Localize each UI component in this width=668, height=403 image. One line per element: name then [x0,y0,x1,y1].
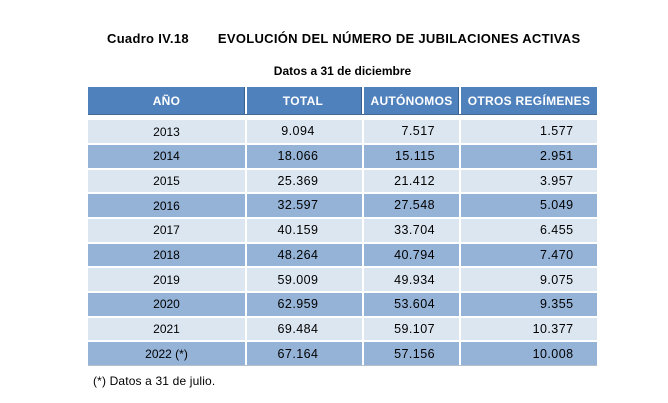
cell-otros: 2.951 [459,144,597,168]
table-row: 2015 25.369 21.412 3.957 [88,169,597,193]
column-header-otros-regimenes: OTROS REGÍMENES [459,87,597,114]
cell-autonomos: 59.107 [362,317,459,341]
table-row: 2018 48.264 40.794 7.470 [88,243,597,267]
data-table: AÑO TOTAL AUTÓNOMOS OTROS REGÍMENES 2013… [88,87,597,366]
cell-total: 25.369 [245,169,362,193]
column-header-year: AÑO [88,87,245,114]
cell-year: 2016 [88,194,245,218]
cell-autonomos: 7.517 [362,120,459,143]
cell-total: 59.009 [245,268,362,292]
cell-year: 2018 [88,243,245,267]
cell-otros: 7.470 [459,243,597,267]
cell-year: 2017 [88,219,245,242]
table-subtitle: Datos a 31 de diciembre [273,64,412,79]
column-header-autonomos: AUTÓNOMOS [362,87,459,114]
cell-otros: 1.577 [459,120,597,143]
cell-year: 2020 [88,293,245,316]
table-row: 2013 9.094 7.517 1.577 [88,120,597,143]
table-caption: Cuadro IV.18 EVOLUCIÓN DEL NÚMERO DE JUBI… [107,31,580,46]
cell-year: 2015 [88,169,245,193]
table-row: 2022 (*) 67.164 57.156 10.008 [88,342,597,366]
column-header-total: TOTAL [245,87,362,114]
table-caption-title: EVOLUCIÓN DEL NÚMERO DE JUBILACIONES ACT… [217,30,581,46]
cell-year: 2014 [88,144,245,168]
cell-year: 2013 [88,120,245,143]
cell-otros: 5.049 [459,194,597,218]
cell-otros: 3.957 [459,169,597,193]
table-row: 2020 62.959 53.604 9.355 [88,293,597,316]
cell-otros: 10.377 [459,317,597,341]
cell-otros: 6.455 [459,219,597,242]
cell-total: 32.597 [245,194,362,218]
cell-autonomos: 40.794 [362,243,459,267]
table-row: 2019 59.009 49.934 9.075 [88,268,597,292]
table-row: 2014 18.066 15.115 2.951 [88,144,597,168]
cell-otros: 9.355 [459,293,597,316]
table-header-row: AÑO TOTAL AUTÓNOMOS OTROS REGÍMENES [88,87,597,115]
cell-total: 18.066 [245,144,362,168]
cell-total: 67.164 [245,342,362,366]
cell-autonomos: 27.548 [362,194,459,218]
cell-otros: 10.008 [459,342,597,366]
cell-autonomos: 57.156 [362,342,459,366]
cell-autonomos: 49.934 [362,268,459,292]
cell-otros: 9.075 [459,268,597,292]
footnote: (*) Datos a 31 de julio. [93,374,216,388]
cell-autonomos: 33.704 [362,219,459,242]
cell-year: 2022 (*) [88,342,245,366]
table-caption-number: Cuadro IV.18 [107,30,189,46]
cell-year: 2021 [88,317,245,341]
cell-autonomos: 53.604 [362,293,459,316]
cell-autonomos: 15.115 [362,144,459,168]
cell-total: 40.159 [245,219,362,242]
table-row: 2016 32.597 27.548 5.049 [88,194,597,218]
cell-total: 62.959 [245,293,362,316]
cell-total: 48.264 [245,243,362,267]
cell-total: 9.094 [245,120,362,143]
cell-year: 2019 [88,268,245,292]
cell-total: 69.484 [245,317,362,341]
table-row: 2017 40.159 33.704 6.455 [88,219,597,242]
table-body: 2013 9.094 7.517 1.577 2014 18.066 15.11… [88,120,597,366]
table-row: 2021 69.484 59.107 10.377 [88,317,597,341]
cell-autonomos: 21.412 [362,169,459,193]
